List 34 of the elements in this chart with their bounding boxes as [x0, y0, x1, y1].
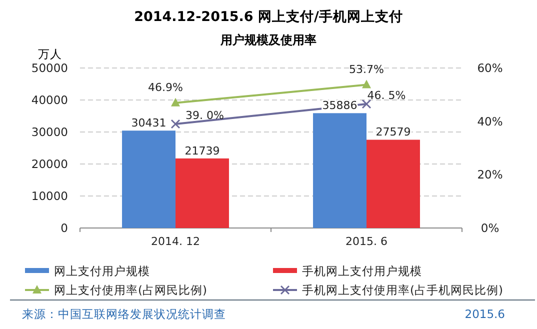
y-tick-label: 20000: [31, 157, 68, 171]
data-label: 46.9%: [148, 80, 183, 94]
y-tick-label: 10000: [31, 189, 68, 203]
point: [170, 119, 180, 129]
bar: [122, 130, 176, 228]
y2-tick-label: 20%: [477, 168, 503, 182]
data-label: 30431: [131, 116, 166, 130]
y2-tick-label: 0%: [480, 221, 500, 235]
bar: [366, 140, 420, 228]
data-label: 46. 5%: [367, 89, 406, 102]
point: [362, 99, 372, 109]
y2-tick-label: 60%: [477, 61, 503, 75]
y-tick-label: 40000: [31, 93, 68, 107]
data-label: 39. 0%: [186, 109, 224, 122]
y-axis-title: 万人: [38, 47, 62, 61]
x-tick-label: 2015. 6: [346, 235, 388, 248]
data-label: 53.7%: [349, 62, 384, 76]
chart-subtitle: 用户规模及使用率: [220, 33, 316, 47]
legend-label: 手机网上支付使用率(占手机网民比例): [302, 283, 503, 297]
data-label: 27579: [376, 126, 411, 139]
y-tick-label: 50000: [31, 61, 68, 75]
bar: [313, 113, 366, 228]
x-tick-label: 2014. 12: [151, 235, 200, 248]
bar: [176, 158, 229, 228]
source-note: 来源：中国互联网络发展状况统计调查: [22, 307, 226, 321]
legend-label: 网上支付用户规模: [54, 264, 150, 278]
y-tick-label: 0: [60, 221, 68, 235]
y2-tick-label: 40%: [477, 114, 503, 128]
text: 2015.6: [464, 307, 505, 321]
legend-label: 网上支付使用率(占网民比例): [54, 283, 207, 297]
data-label: 21739: [184, 144, 220, 158]
y-tick-label: 30000: [31, 125, 68, 139]
legend-label: 手机网上支付用户规模: [302, 264, 422, 278]
chart-title: 2014.12-2015.6 网上支付/手机网上支付: [134, 9, 403, 25]
